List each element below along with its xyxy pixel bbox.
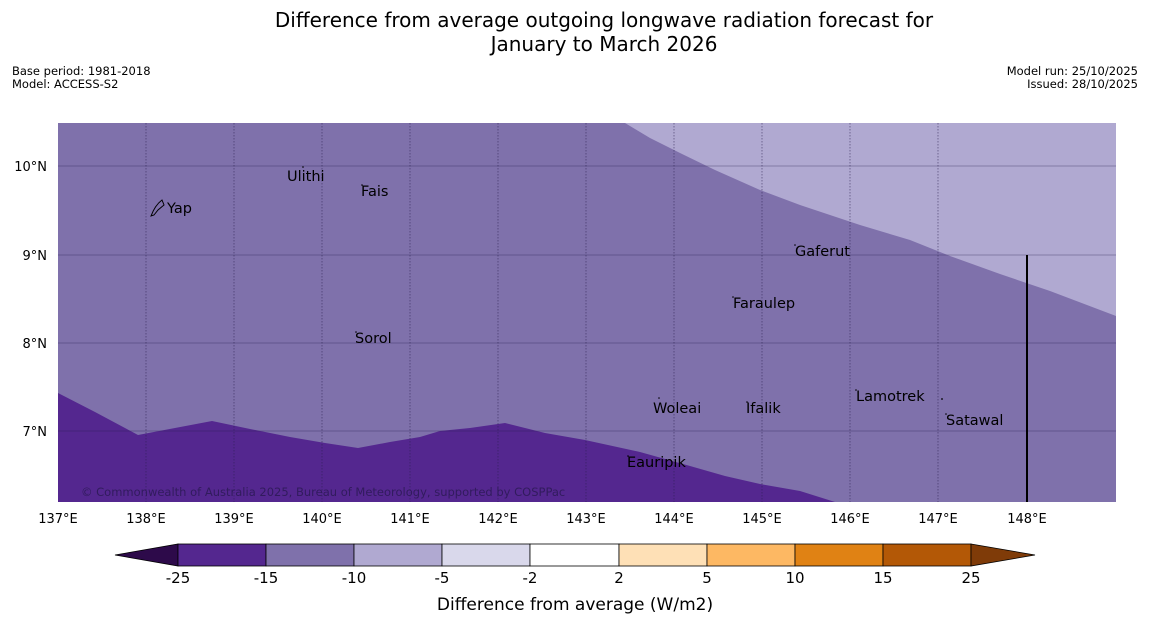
colorbar-extend-low — [114, 543, 179, 567]
colorbar-tick-3: -5 — [435, 569, 450, 587]
lat-labels: 10°N 9°N 8°N 7°N — [14, 160, 47, 440]
base-period: Base period: 1981-2018 — [12, 64, 151, 78]
band-light — [625, 123, 1116, 316]
place-ulithi: Ulithi — [287, 169, 325, 185]
title-line-2: January to March 2026 — [490, 32, 718, 56]
place-labels: Ulithi Fais Yap Gaferut Faraulep Sorol L… — [166, 166, 1003, 471]
gridlines — [58, 123, 1116, 502]
colorbar-tick-5: 2 — [614, 569, 624, 587]
marker-faraulep — [732, 296, 734, 298]
colorbar-seg-3 — [353, 543, 443, 567]
place-sorol: Sorol — [355, 331, 392, 347]
title-line-1: Difference from average outgoing longwav… — [274, 8, 934, 32]
lon-label-144e: 144°E — [654, 512, 694, 527]
place-lamotrek: Lamotrek — [856, 389, 925, 405]
colorbar-seg-5 — [529, 543, 620, 567]
lon-label-147e: 147°E — [918, 512, 958, 527]
marker-ulithi — [302, 166, 304, 168]
lat-label-7n: 7°N — [23, 425, 48, 440]
colorbar-tick-6: 5 — [702, 569, 712, 587]
issued-date: Issued: 28/10/2025 — [1027, 77, 1138, 91]
place-gaferut: Gaferut — [795, 244, 850, 260]
lon-label-143e: 143°E — [566, 512, 606, 527]
copyright-text: © Commonwealth of Australia 2025, Bureau… — [81, 485, 565, 499]
lon-label-145e: 145°E — [742, 512, 782, 527]
colorbar-label: Difference from average (W/m2) — [437, 595, 713, 615]
place-eauripik: Eauripik — [627, 455, 686, 471]
marker-eauripik — [627, 455, 629, 457]
place-yap: Yap — [166, 201, 192, 217]
lon-label-142e: 142°E — [478, 512, 518, 527]
lon-label-141e: 141°E — [390, 512, 430, 527]
place-satawal: Satawal — [946, 413, 1003, 429]
colorbar-tick-9: 25 — [961, 569, 980, 587]
model-run: Model run: 25/10/2025 — [1006, 64, 1138, 78]
colorbar-tick-7: 10 — [785, 569, 804, 587]
model-name: Model: ACCESS-S2 — [12, 77, 119, 91]
colorbar-tick-2: -10 — [342, 569, 367, 587]
marker-woleai — [658, 397, 660, 399]
meta-left: Base period: 1981-2018 Model: ACCESS-S2 — [12, 65, 151, 91]
marker-sorol — [355, 331, 357, 333]
colorbar-seg-8 — [794, 543, 884, 567]
colorbar — [114, 543, 1036, 567]
marker-ifalik — [746, 401, 748, 403]
lon-labels: 137°E 138°E 139°E 140°E 141°E 142°E 143°… — [38, 512, 1047, 527]
colorbar-seg-2 — [265, 543, 355, 567]
place-woleai: Woleai — [653, 401, 701, 417]
marker-gaferut — [794, 244, 796, 246]
place-fais: Fais — [361, 184, 388, 200]
lon-label-138e: 138°E — [126, 512, 166, 527]
marker-lamotrek-islet — [941, 398, 943, 400]
colorbar-seg-6 — [618, 543, 708, 567]
colorbar-seg-7 — [706, 543, 796, 567]
colorbar-tick-4: -2 — [523, 569, 538, 587]
lon-label-139e: 139°E — [214, 512, 254, 527]
colorbar-ticks: -25 -15 -10 -5 -2 2 5 10 15 25 — [166, 569, 981, 587]
colorbar-tick-1: -15 — [254, 569, 279, 587]
meta-right: Model run: 25/10/2025 Issued: 28/10/2025 — [1007, 65, 1138, 91]
lon-label-140e: 140°E — [302, 512, 342, 527]
yap-island-shape — [150, 199, 165, 217]
chart-title: Difference from average outgoing longwav… — [0, 8, 1150, 56]
marker-lamotrek — [855, 389, 857, 391]
colorbar-seg-1 — [177, 543, 267, 567]
colorbar-seg-9 — [882, 543, 972, 567]
colorbar-extend-high — [970, 543, 1036, 567]
lon-label-137e: 137°E — [38, 512, 78, 527]
place-faraulep: Faraulep — [733, 296, 795, 312]
lat-label-8n: 8°N — [23, 337, 48, 352]
lon-label-146e: 146°E — [830, 512, 870, 527]
colorbar-tick-8: 15 — [873, 569, 892, 587]
lat-label-9n: 9°N — [23, 249, 48, 264]
colorbar-tick-0: -25 — [166, 569, 191, 587]
colorbar-seg-4 — [441, 543, 531, 567]
marker-satawal — [945, 413, 947, 415]
lon-label-148e: 148°E — [1007, 512, 1047, 527]
band-dark — [58, 393, 835, 502]
marker-fais — [361, 184, 363, 186]
lat-label-10n: 10°N — [14, 160, 47, 175]
map-fill — [58, 123, 1116, 502]
place-ifalik: Ifalik — [746, 401, 781, 417]
